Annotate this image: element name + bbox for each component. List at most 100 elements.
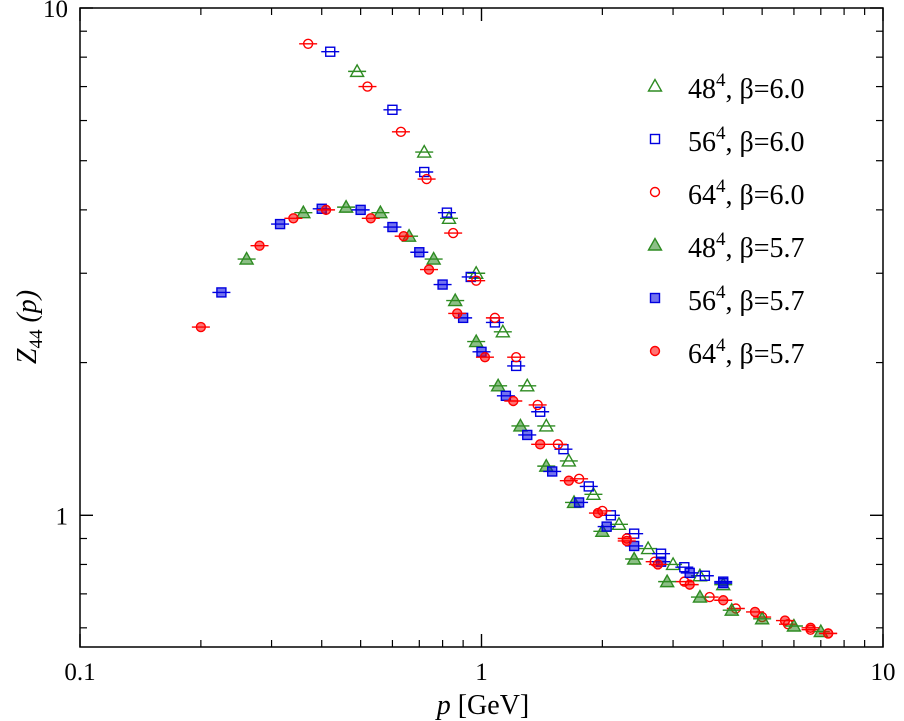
- data-point: [250, 240, 269, 251]
- legend-marker: [647, 237, 663, 251]
- data-point: [597, 521, 616, 532]
- y-tick-label: 10: [43, 0, 68, 23]
- y-axis-label-arg: (p): [12, 290, 43, 330]
- data-point: [433, 279, 452, 290]
- data-point: [584, 486, 603, 500]
- data-point: [437, 207, 456, 218]
- data-point: [625, 551, 644, 565]
- data-point: [467, 275, 486, 286]
- data-point: [722, 602, 741, 616]
- data-point: [212, 287, 231, 298]
- series-5: [191, 204, 838, 639]
- legend-label: 484, β=6.0: [688, 70, 805, 105]
- legend-beta: , β=5.7: [726, 233, 805, 264]
- data-marks: [191, 38, 838, 639]
- data-point: [819, 628, 838, 639]
- y-axis-label: Z44 (p): [12, 290, 47, 364]
- legend-exponent: 4: [716, 335, 726, 356]
- legend-lattice: 56: [688, 286, 716, 317]
- data-point: [417, 173, 436, 185]
- data-point: [507, 351, 526, 363]
- legend-lattice: 48: [688, 74, 716, 105]
- data-point: [415, 166, 434, 178]
- data-point: [317, 204, 336, 216]
- legend-lattice: 64: [688, 180, 716, 211]
- legend-marker: [649, 345, 661, 357]
- data-point: [284, 213, 303, 224]
- data-point: [775, 615, 794, 626]
- data-point: [299, 38, 318, 50]
- data-point: [467, 333, 486, 348]
- data-point: [528, 399, 547, 411]
- data-point: [410, 247, 429, 258]
- legend-beta: , β=5.7: [726, 339, 805, 370]
- data-point: [695, 570, 714, 581]
- data-point: [485, 312, 504, 324]
- data-point: [383, 104, 402, 115]
- data-point: [543, 466, 562, 477]
- data-point: [394, 230, 413, 242]
- data-point: [383, 221, 402, 233]
- data-point: [348, 63, 367, 78]
- data-point: [424, 251, 443, 265]
- data-point: [559, 452, 578, 467]
- y-tick-label: 1: [56, 503, 69, 530]
- legend-exponent: 4: [716, 229, 726, 250]
- data-point: [548, 439, 567, 450]
- legend-label: 644, β=5.7: [688, 335, 805, 370]
- x-tick-label: 1: [475, 659, 488, 686]
- legend-exponent: 4: [716, 123, 726, 144]
- legend-beta: , β=6.0: [726, 74, 805, 105]
- data-point: [504, 395, 523, 407]
- data-point: [489, 377, 508, 392]
- legend-exponent: 4: [716, 70, 726, 91]
- x-tick-label: 0.1: [64, 659, 95, 686]
- data-point: [294, 204, 313, 219]
- legend-marker: [649, 133, 661, 145]
- data-point: [537, 418, 556, 432]
- data-point: [714, 595, 733, 606]
- data-point: [358, 81, 377, 92]
- legend-label: 644, β=6.0: [688, 176, 805, 211]
- x-axis-label: p [GeV]: [435, 690, 530, 721]
- axis-ticks: [79, 7, 884, 647]
- legend-lattice: 56: [688, 127, 716, 158]
- series-1: [321, 46, 733, 589]
- data-point: [801, 622, 820, 634]
- data-point: [609, 516, 628, 530]
- data-point: [237, 251, 256, 265]
- x-axis-label-variable: p: [435, 690, 451, 721]
- data-point: [321, 46, 340, 57]
- data-point: [507, 360, 526, 372]
- legend-item: 484, β=5.7: [647, 229, 805, 264]
- data-point: [675, 562, 694, 573]
- data-point: [559, 475, 578, 486]
- data-point: [531, 439, 550, 450]
- axis-tick-labels: 0.1 1 10 1 10: [43, 0, 896, 686]
- legend-exponent: 4: [716, 282, 726, 303]
- series-0: [348, 63, 733, 591]
- y-axis-label-sub: 44: [26, 329, 47, 349]
- data-point: [448, 308, 467, 319]
- x-axis-label-unit: [GeV]: [451, 690, 530, 721]
- legend-item: 644, β=6.0: [649, 176, 805, 211]
- y-axis-label-base: Z: [12, 348, 43, 364]
- legend-marker: [649, 186, 661, 198]
- data-point: [680, 567, 699, 579]
- data-point: [680, 579, 699, 590]
- data-point: [446, 292, 465, 307]
- data-point: [531, 406, 550, 417]
- data-point: [690, 589, 709, 603]
- legend-marker: [647, 78, 663, 92]
- legend-lattice: 64: [688, 339, 716, 370]
- legend-item: 644, β=5.7: [649, 335, 805, 370]
- data-point: [570, 497, 589, 508]
- data-point: [419, 264, 438, 275]
- data-point: [511, 418, 530, 432]
- data-point: [518, 429, 537, 441]
- data-point: [579, 481, 598, 492]
- data-point: [415, 144, 434, 158]
- legend-beta: , β=5.7: [726, 286, 805, 317]
- data-point: [648, 559, 667, 570]
